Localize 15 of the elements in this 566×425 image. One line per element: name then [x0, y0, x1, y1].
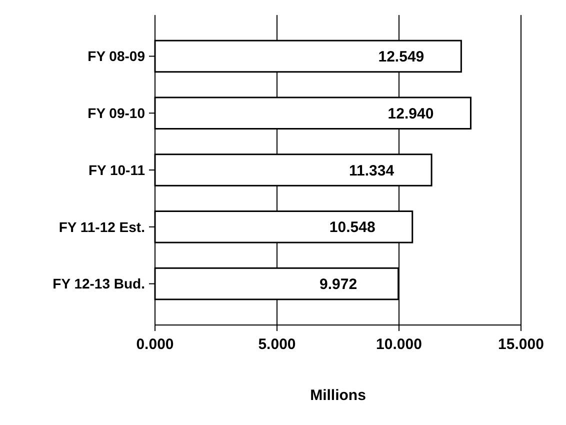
data-label: 10.548 [329, 219, 376, 236]
y-tick-label: FY 12-13 Bud. [52, 276, 145, 292]
y-tick-label: FY 09-10 [88, 105, 146, 122]
y-tick-label: FY 11-12 Est. [58, 218, 145, 235]
x-tick-label: 5.000 [258, 336, 296, 353]
data-label: 12.940 [388, 105, 434, 122]
data-label: 12.549 [378, 48, 424, 66]
data-label: 11.334 [349, 162, 395, 180]
x-tick-label: 15.000 [498, 336, 544, 353]
x-tick-label: 0.000 [136, 336, 174, 353]
data-label: 9.972 [320, 276, 358, 294]
x-axis-title: Millions [310, 387, 366, 404]
y-tick-label: FY 10-11 [88, 162, 146, 178]
y-tick-label: FY 08-09 [88, 48, 146, 64]
x-tick-label: 10.000 [376, 336, 422, 353]
